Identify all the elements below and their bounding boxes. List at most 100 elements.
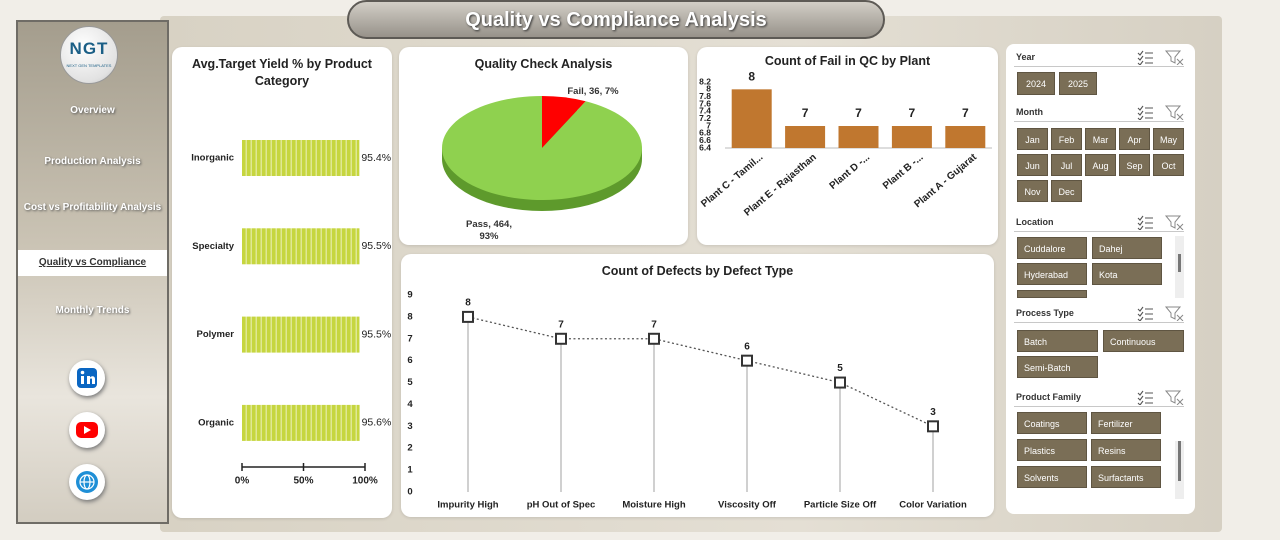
slicer-button[interactable]: Oct [1153, 154, 1184, 176]
nav-item[interactable]: Quality vs Compliance [18, 250, 167, 276]
multi-select-icon[interactable] [1137, 390, 1153, 405]
slicer-button[interactable]: Plastics [1017, 439, 1087, 461]
slicer-button[interactable]: Resins [1091, 439, 1161, 461]
value-label: 3 [930, 407, 936, 418]
x-tick-label: Particle Size Off [804, 500, 877, 511]
x-tick-label: Color Variation [899, 500, 967, 511]
sidebar: NGT NEXT GEN TEMPLATES Overview Productio… [16, 20, 169, 524]
slicer-button[interactable]: Jul [1051, 154, 1082, 176]
pie-slice [542, 96, 586, 148]
y-tick-label: 7 [407, 333, 412, 344]
bar [945, 126, 986, 148]
y-tick-label: 6.6 [699, 135, 711, 145]
slicer-button[interactable]: Jan [1017, 128, 1048, 150]
bar [838, 126, 879, 148]
slicer-button[interactable]: Coatings [1017, 412, 1087, 434]
marker [741, 354, 753, 367]
slicer-button[interactable]: May [1153, 128, 1184, 150]
category-label: Organic [198, 417, 234, 428]
slicer-button[interactable]: Mar [1085, 128, 1116, 150]
clear-filter-icon[interactable] [1164, 50, 1184, 65]
website-icon[interactable] [69, 464, 105, 500]
x-tick-label: Viscosity Off [718, 500, 777, 511]
slicer-button[interactable]: Nov [1017, 180, 1048, 202]
marker [462, 310, 474, 323]
bar [242, 316, 360, 353]
y-tick-label: 7.6 [699, 98, 711, 108]
slicer-icons [1137, 390, 1184, 405]
marker [834, 376, 846, 389]
slicer-icons [1137, 105, 1184, 120]
youtube-icon[interactable] [69, 412, 105, 448]
slicer-button[interactable]: Continuous [1103, 330, 1184, 352]
category-label: Inorganic [191, 153, 234, 164]
x-tick-label: 50% [293, 476, 313, 487]
value-label: 7 [651, 319, 657, 330]
linkedin-icon[interactable] [69, 360, 105, 396]
logo: NGT NEXT GEN TEMPLATES [60, 26, 118, 84]
x-tick-label: 0% [235, 476, 250, 487]
clear-filter-icon[interactable] [1164, 105, 1184, 120]
chart-title: Count of Fail in QC by Plant [764, 54, 931, 68]
value-label: 7 [962, 106, 969, 120]
nav-item[interactable]: Monthly Trends [55, 305, 130, 316]
slicer-divider [1014, 231, 1184, 232]
slicer-button[interactable]: Fertilizer [1091, 412, 1161, 434]
slicer-button[interactable]: Dec [1051, 180, 1082, 202]
bar [242, 140, 360, 176]
slicer-button[interactable]: Hyderabad [1017, 263, 1087, 285]
y-tick-label: 3 [407, 421, 412, 432]
slicer-icons [1137, 50, 1184, 65]
multi-select-icon[interactable] [1137, 105, 1153, 120]
y-tick-label: 7.4 [699, 106, 711, 116]
y-tick-label: 7.2 [699, 113, 711, 123]
clear-filter-icon[interactable] [1164, 390, 1184, 405]
slicer-button[interactable]: Apr [1119, 128, 1150, 150]
y-tick-label: 8 [706, 84, 711, 94]
slicer-button[interactable]: Sep [1119, 154, 1150, 176]
chart-card: Count of Defects by Defect Type 0 1 2 3 4 5 6 7 8… [401, 254, 994, 517]
clear-filter-icon[interactable] [1164, 215, 1184, 230]
nav-item[interactable]: Overview [70, 105, 115, 116]
multi-select-icon[interactable] [1137, 306, 1153, 321]
slicer-button[interactable]: Jun [1017, 154, 1048, 176]
x-tick-label: pH Out of Spec [527, 500, 596, 511]
logo-tagline: NEXT GEN TEMPLATES [66, 63, 112, 68]
nav-item[interactable]: Cost vs Profitability Analysis [23, 202, 162, 213]
y-tick-label: 6.4 [699, 142, 711, 152]
slicer-button[interactable]: Dahej [1092, 237, 1162, 259]
slicer-icons [1137, 306, 1184, 321]
chart: Inorganic 95.4% Specialty 95.5% Polymer 95.5%… [191, 140, 391, 487]
slicer-button[interactable]: Aug [1085, 154, 1116, 176]
slicer-button[interactable]: Surfactants [1091, 466, 1161, 488]
slicer-button[interactable]: Cuddalore [1017, 237, 1087, 259]
slicer-button[interactable]: Feb [1051, 128, 1082, 150]
chart-title: Avg.Target Yield % by Product Category [192, 57, 372, 88]
slicer-button[interactable]: Solvents [1017, 466, 1087, 488]
y-tick-label: 8.2 [699, 76, 711, 86]
slicer-button[interactable]: Batch [1017, 330, 1098, 352]
slicer-button[interactable]: Semi-Batch [1017, 356, 1098, 378]
linkedin-glyph [77, 368, 97, 388]
value-label: 7 [855, 106, 862, 120]
value-label: 8 [748, 70, 755, 84]
slicer-button[interactable]: 2025 [1059, 72, 1097, 95]
marker [555, 332, 567, 345]
slicer-panel: Year 2024 2025 Month Jan Feb Mar Apr May Jun Jul Au… [1006, 44, 1195, 514]
slicer-button[interactable]: 2024 [1017, 72, 1055, 95]
y-tick-label: 1 [407, 465, 413, 476]
bar [785, 126, 826, 148]
chart [442, 96, 642, 211]
slicer-button-partial[interactable] [1017, 290, 1087, 298]
multi-select-icon[interactable] [1137, 215, 1153, 230]
logo-text: NGT [69, 39, 109, 58]
nav-item[interactable]: Production Analysis [44, 156, 141, 167]
clear-filter-icon[interactable] [1164, 306, 1184, 321]
multi-select-icon[interactable] [1137, 50, 1153, 65]
y-tick-label: 8 [407, 311, 412, 322]
chart-title: Quality Check Analysis [474, 57, 613, 71]
slicer-button[interactable]: Kota [1092, 263, 1162, 285]
value-label: 7 [802, 106, 809, 120]
